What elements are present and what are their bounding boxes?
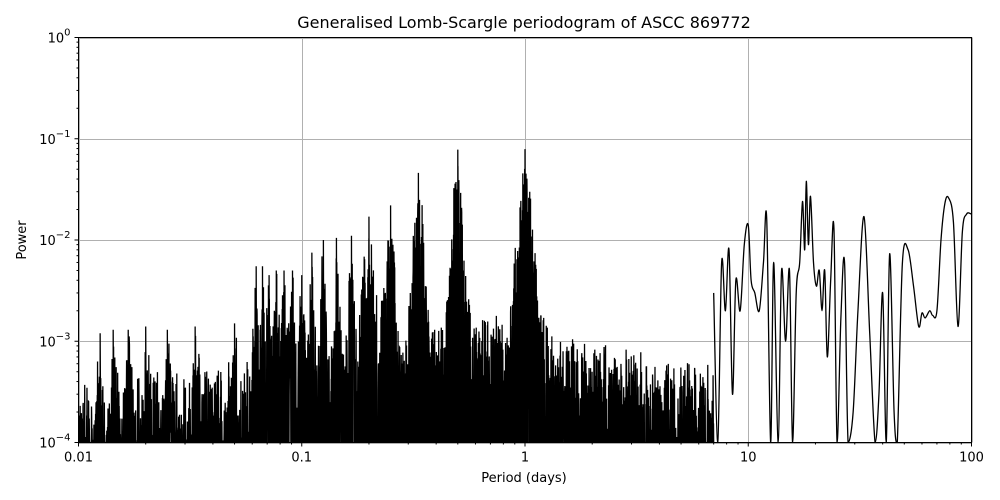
y-tick-label: 100	[48, 28, 71, 47]
chart-title: Generalised Lomb-Scargle periodogram of …	[297, 13, 751, 32]
axis-ticks	[74, 37, 972, 447]
x-tick-label: 0.1	[291, 451, 312, 466]
smooth-tail-trace	[713, 180, 972, 443]
y-tick-label: 10−1	[39, 129, 70, 148]
y-tick-label: 10−4	[39, 433, 70, 452]
x-axis-label: Period (days)	[481, 471, 567, 486]
y-tick-label: 10−2	[39, 230, 70, 249]
y-tick-labels: 10−4 10−3 10−2 10−1 100	[39, 28, 70, 452]
y-axis-label: Power	[15, 220, 30, 260]
x-tick-label: 0.01	[64, 451, 93, 466]
noisy-trace	[78, 149, 715, 443]
x-tick-label: 100	[959, 451, 984, 466]
x-tick-label: 1	[521, 451, 529, 466]
y-tick-label: 10−3	[39, 331, 70, 350]
x-tick-labels: 0.01 0.1 1 10 100	[64, 451, 984, 466]
x-tick-label: 10	[740, 451, 757, 466]
periodogram-trace	[78, 149, 972, 443]
